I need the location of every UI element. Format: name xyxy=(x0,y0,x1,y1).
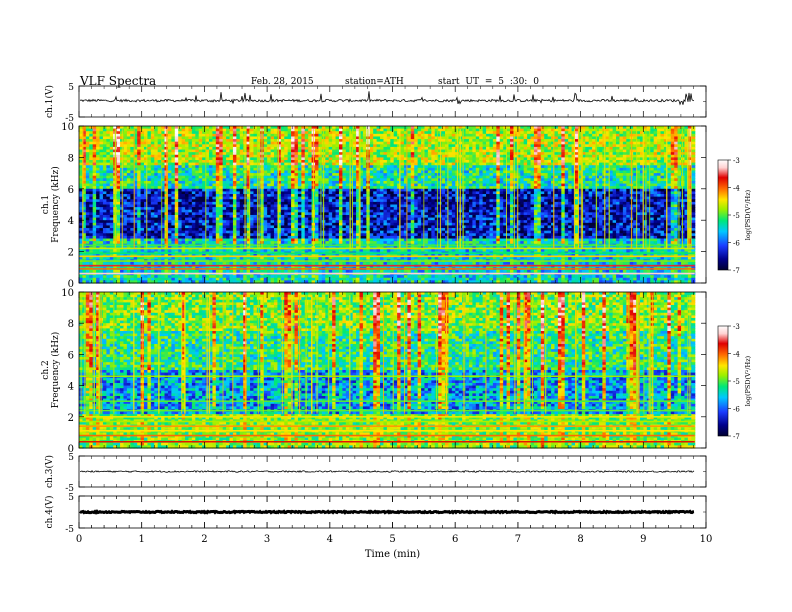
y-axis-label-frequency: Frequency (kHz) xyxy=(50,166,61,243)
y-tick-label: 6 xyxy=(68,185,74,196)
y-tick-label: 2 xyxy=(68,413,74,424)
y-axis-label-frequency: Frequency (kHz) xyxy=(50,332,61,409)
x-tick-label: 0 xyxy=(76,534,82,545)
colorbar-tick-label: -6 xyxy=(733,240,740,248)
y-tick-label: -5 xyxy=(65,484,74,494)
x-tick-label: 3 xyxy=(264,534,270,545)
x-tick-label: 2 xyxy=(201,534,207,545)
x-axis-label: Time (min) xyxy=(365,549,420,560)
colorbar xyxy=(717,159,729,271)
y-tick-label: 5 xyxy=(68,453,74,463)
y-tick-label: 8 xyxy=(68,319,74,330)
y-tick-label: 4 xyxy=(68,216,74,227)
colorbar-tick-label: -6 xyxy=(733,406,740,414)
y-tick-label: 2 xyxy=(68,248,74,259)
colorbar xyxy=(717,325,729,437)
x-tick-label: 8 xyxy=(577,534,583,545)
y-tick-label: 4 xyxy=(68,382,74,393)
colorbar-tick-label: -4 xyxy=(733,351,740,359)
x-tick-label: 1 xyxy=(139,534,145,545)
x-tick-label: 7 xyxy=(515,534,521,545)
y-tick-label: -5 xyxy=(65,114,74,124)
spectrogram-cells xyxy=(79,126,696,284)
colorbar-label: log(PSD(V²/Hz) xyxy=(744,355,752,406)
colorbar-tick-label: -5 xyxy=(733,378,740,386)
colorbar-tick-label: -3 xyxy=(733,157,740,165)
colorbar-tick-label: -3 xyxy=(733,323,740,331)
y-axis-label: ch.3(V) xyxy=(44,455,55,488)
header-date: Feb. 28, 2015 xyxy=(251,77,314,87)
y-tick-label: 0 xyxy=(68,444,74,455)
y-tick-label: 6 xyxy=(68,350,74,361)
waveform-trace xyxy=(80,469,695,473)
y-axis-label: ch.4(V) xyxy=(44,496,55,529)
y-axis-label: ch.1 xyxy=(41,195,51,214)
x-tick-label: 10 xyxy=(700,534,713,545)
x-tick-label: 9 xyxy=(640,534,646,545)
x-tick-label: 4 xyxy=(327,534,333,545)
y-tick-label: -5 xyxy=(65,525,74,535)
y-tick-label: 5 xyxy=(68,83,74,93)
y-axis-label: ch.1(V) xyxy=(44,85,55,118)
x-tick-label: 6 xyxy=(452,534,458,545)
y-tick-label: 8 xyxy=(68,153,74,164)
colorbar-tick-label: -4 xyxy=(733,185,740,193)
colorbar-tick-label: -5 xyxy=(733,212,740,220)
waveform-trace xyxy=(79,509,695,515)
spectrogram-cells xyxy=(79,292,696,449)
y-tick-label: 5 xyxy=(68,493,74,503)
y-tick-label: 10 xyxy=(61,122,74,133)
colorbar-tick-label: -7 xyxy=(733,433,740,441)
colorbar-tick-label: -7 xyxy=(733,267,740,275)
y-tick-label: 0 xyxy=(68,279,74,290)
waveform-trace xyxy=(80,91,695,106)
colorbar-label: log(PSD(V²/Hz) xyxy=(744,189,752,240)
x-tick-label: 5 xyxy=(389,534,395,545)
y-axis-label: ch.2 xyxy=(41,360,51,379)
figure-title: VLF Spectra xyxy=(80,74,156,88)
y-tick-label: 10 xyxy=(61,288,74,299)
header-start-time: start UT = 5 :30: 0 xyxy=(438,77,539,87)
header-station: station=ATH xyxy=(345,77,404,87)
